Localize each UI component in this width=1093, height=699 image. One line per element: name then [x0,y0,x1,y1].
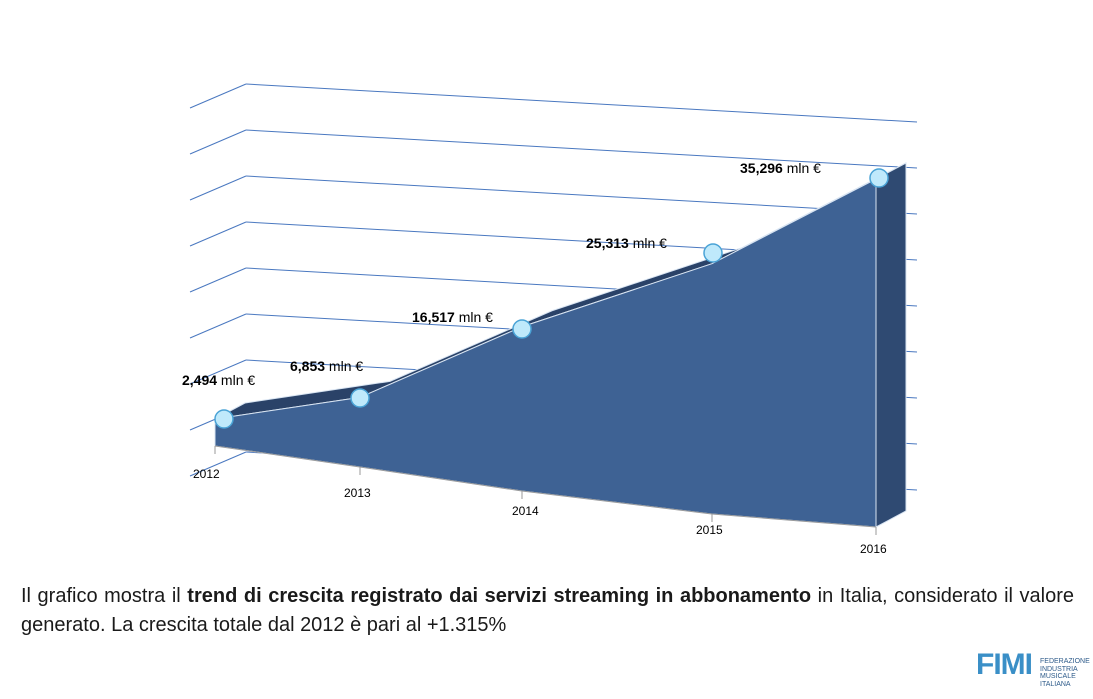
area-front-face [214,178,877,528]
gridline [245,175,918,215]
area-side-face [875,162,907,528]
data-point-marker [350,388,370,408]
gridline-depth [189,451,247,477]
caption-text-after: in Italia, considerato il valore generat… [21,585,1074,636]
gridline [245,129,918,169]
data-point-marker [703,243,723,263]
logo-word: FIMI [976,648,1033,681]
data-label-value: 16,517 [412,309,455,325]
data-label-value: 35,296 [740,160,783,176]
chart-markers [214,168,889,429]
x-tick-label: 2015 [696,523,723,537]
fimi-logo: FIMI FEDERAZIONE INDUSTRIA MUSICALE ITAL… [976,648,1090,692]
data-label-value: 25,313 [586,235,629,251]
data-point-marker [512,319,532,339]
data-label-unit: mln € [783,160,821,176]
chart-x-axis: 2012 2013 2014 2015 2016 [193,445,887,556]
gridline-depth [189,267,247,293]
logo-sub-line: INDUSTRIA [1040,665,1078,673]
logo-sub-line: FEDERAZIONE [1040,658,1090,665]
data-label: 6,853 mln € [290,358,363,374]
data-label: 16,517 mln € [412,309,493,325]
gridline-depth [189,129,247,155]
x-tick-label: 2013 [344,486,371,500]
x-tick-label: 2016 [860,542,887,556]
data-label: 35,296 mln € [740,160,821,176]
x-tick-label: 2014 [512,504,539,518]
chart-area-series [214,162,907,528]
data-label-unit: mln € [629,235,667,251]
caption-text-bold: trend di crescita registrato dai servizi… [187,585,812,607]
chart-caption: Il grafico mostra il trend di crescita r… [21,582,1074,640]
logo-sub-line: MUSICALE [1040,673,1076,680]
gridline-depth [189,359,247,385]
logo-subtitle: FEDERAZIONE INDUSTRIA MUSICALE ITALIANA [1040,658,1090,688]
data-point-marker [869,168,889,188]
data-label-unit: mln € [217,372,255,388]
x-tick-label: 2012 [193,467,220,481]
data-point-marker [214,409,234,429]
data-label-unit: mln € [455,309,493,325]
data-label-unit: mln € [325,358,363,374]
data-label: 2,494 mln € [182,372,255,388]
chart-data-labels: 2,494 mln €6,853 mln €16,517 mln €25,313… [182,160,821,388]
caption-text-before: Il grafico mostra il [21,585,188,607]
logo-sub-line: ITALIANA [1040,680,1071,688]
gridline [245,83,918,123]
gridline-depth [189,313,247,339]
data-label: 25,313 mln € [586,235,667,251]
gridline-depth [189,175,247,201]
data-label-value: 2,494 [182,372,217,388]
data-label-value: 6,853 [290,358,325,374]
gridline-depth [189,221,247,247]
gridline-depth [189,83,247,109]
